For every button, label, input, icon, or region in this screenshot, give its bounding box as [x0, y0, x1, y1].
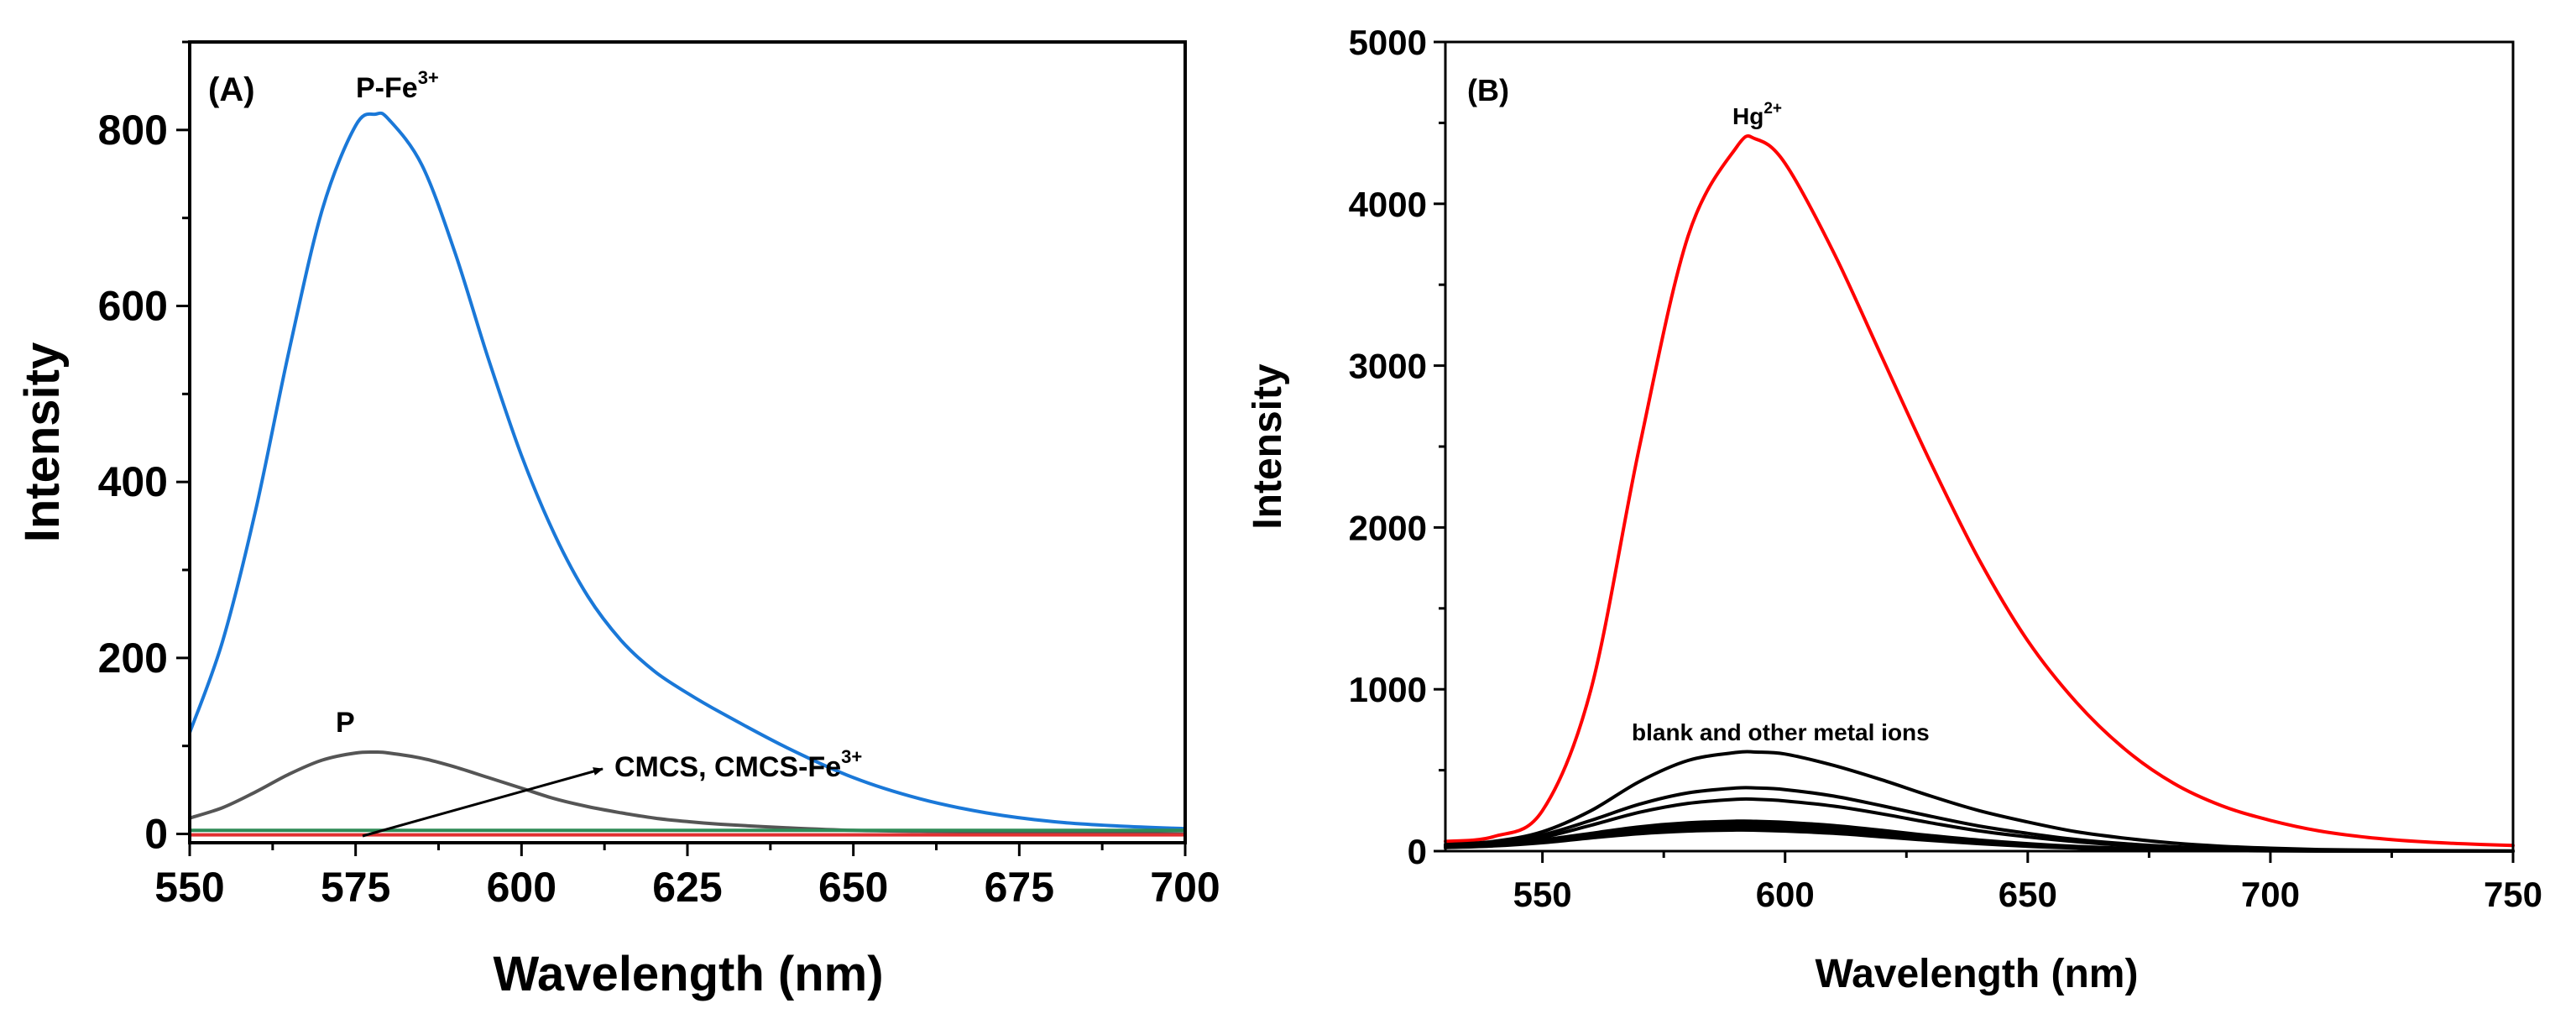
annotation-hg-superscript: 2+	[1763, 100, 1782, 118]
panel-a-y-tick-label: 800	[98, 107, 168, 154]
panel-b-x-axis-title: Wavelength (nm)	[1816, 952, 2139, 996]
annotation-p: P	[336, 707, 355, 739]
panel-a-label: (A)	[208, 71, 255, 108]
annotation-cmcs: CMCS, CMCS-Fe3+	[614, 746, 862, 783]
panel-a-x-tick-label: 675	[985, 864, 1054, 911]
panel-a-y-tick-label: 600	[98, 283, 168, 330]
panel-b-y-tick-label: 4000	[1349, 185, 1427, 224]
annotation-hg: Hg2+	[1732, 100, 1782, 129]
panel-a-y-tick-label: 200	[98, 635, 168, 682]
panel-b-y-tick-label: 1000	[1349, 670, 1427, 709]
panel-a-x-tick-label: 575	[321, 864, 390, 911]
annotation-cmcs-superscript: 3+	[841, 746, 862, 767]
panel-b-x-tick-label: 550	[1513, 875, 1572, 914]
panel-b-y-axis-title: Intensity	[1246, 363, 1290, 530]
panel-a-x-tick-label: 700	[1150, 864, 1220, 911]
panel-b-series-hg2	[1444, 134, 2515, 848]
panel-a-ticks: 550 575 600 625 650 675 700 0 200 400 600 800	[98, 40, 1220, 911]
chart-panel-a: 550 575 600 625 650 675 700 0 200 400 600 800 (A) P…	[15, 40, 1220, 1001]
panel-b-x-tick-label: 700	[2241, 875, 2300, 914]
panel-b-label: (B)	[1467, 73, 1509, 107]
panel-a-y-axis-title: Intensity	[15, 342, 70, 543]
panel-b-x-tick-label: 600	[1756, 875, 1815, 914]
panel-a-series-p-fe3	[188, 111, 1187, 831]
panel-b-frame	[1444, 40, 2515, 853]
panel-a-y-tick-label: 0	[144, 811, 168, 858]
annotation-p-fe3: P-Fe3+	[356, 67, 439, 104]
annotation-hg-text: Hg	[1732, 103, 1763, 129]
panel-b-series-group	[1444, 134, 2515, 854]
panel-b-x-tick-label: 650	[1999, 875, 2057, 914]
panel-a-x-tick-label: 550	[154, 864, 224, 911]
annotation-cmcs-arrow	[362, 767, 604, 838]
annotation-p-fe3-superscript: 3+	[418, 67, 439, 88]
annotation-cmcs-text: CMCS, CMCS-Fe	[614, 751, 841, 783]
panel-a-x-axis-title: Wavelength (nm)	[493, 947, 883, 1001]
panel-b-ticks: 550 600 650 700 750 0 1000 2000 3000 4000 5000	[1349, 23, 2542, 914]
panel-a-y-tick-label: 400	[98, 458, 168, 505]
panel-a-series-group	[188, 111, 1187, 837]
panel-b-y-tick-label: 0	[1408, 832, 1427, 871]
annotation-blank-and-ions: blank and other metal ions	[1632, 719, 1930, 745]
panel-b-y-tick-label: 5000	[1349, 23, 1427, 62]
panel-b-y-tick-label: 3000	[1349, 347, 1427, 386]
panel-b-y-tick-label: 2000	[1349, 508, 1427, 547]
panel-a-x-tick-label: 625	[652, 864, 722, 911]
panel-a-x-tick-label: 600	[487, 864, 556, 911]
panel-a-x-tick-label: 650	[818, 864, 888, 911]
annotation-p-fe3-text: P-Fe	[356, 72, 418, 104]
panel-b-x-tick-label: 750	[2484, 875, 2542, 914]
chart-panel-b: 550 600 650 700 750 0 1000 2000 3000 4000 5000 (B)…	[1246, 23, 2542, 996]
